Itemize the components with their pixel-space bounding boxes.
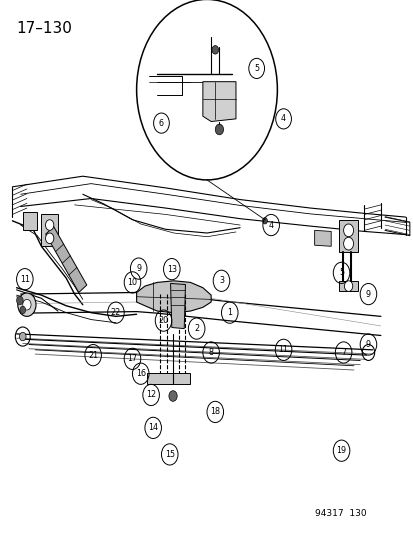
Polygon shape [314, 230, 330, 246]
Text: 13: 13 [166, 264, 176, 273]
FancyBboxPatch shape [147, 373, 190, 384]
Polygon shape [45, 227, 87, 293]
Text: 10: 10 [127, 278, 137, 287]
Circle shape [344, 281, 352, 292]
Text: 4: 4 [268, 221, 273, 230]
Text: 18: 18 [210, 407, 220, 416]
Circle shape [45, 233, 54, 244]
Circle shape [20, 306, 26, 314]
Polygon shape [23, 212, 37, 230]
Polygon shape [170, 284, 185, 328]
Text: 19: 19 [336, 446, 346, 455]
Text: 6: 6 [159, 119, 164, 127]
Text: 12: 12 [146, 391, 156, 399]
Circle shape [18, 293, 36, 317]
Text: 15: 15 [164, 450, 174, 459]
Text: 17–130: 17–130 [17, 21, 72, 36]
Text: 94317  130: 94317 130 [314, 509, 366, 518]
Polygon shape [202, 82, 235, 122]
Circle shape [262, 217, 267, 224]
Polygon shape [136, 281, 211, 313]
Text: 3: 3 [218, 276, 223, 285]
Text: 9: 9 [365, 289, 370, 298]
Circle shape [169, 391, 177, 401]
Polygon shape [41, 214, 58, 246]
Text: 5: 5 [254, 64, 259, 73]
Circle shape [23, 300, 31, 310]
Circle shape [215, 124, 223, 135]
Circle shape [45, 220, 54, 230]
Circle shape [211, 46, 218, 54]
Text: 5: 5 [338, 268, 343, 277]
Text: 16: 16 [135, 369, 145, 378]
Text: 9: 9 [365, 340, 370, 349]
Text: 22: 22 [111, 308, 121, 317]
Circle shape [19, 332, 26, 341]
Text: 11: 11 [20, 274, 30, 284]
Text: 17: 17 [127, 354, 137, 364]
Text: 4: 4 [280, 115, 285, 123]
Polygon shape [339, 220, 357, 252]
Text: 8: 8 [208, 348, 213, 357]
Text: 20: 20 [158, 316, 168, 325]
Polygon shape [339, 281, 357, 292]
Text: 1: 1 [227, 308, 232, 317]
Text: 2: 2 [194, 324, 199, 333]
Text: 14: 14 [148, 423, 158, 432]
Circle shape [17, 296, 23, 305]
Circle shape [343, 224, 353, 237]
Text: 11: 11 [278, 345, 288, 354]
Text: 21: 21 [88, 351, 98, 360]
Text: 7: 7 [340, 348, 345, 357]
Text: 9: 9 [136, 264, 141, 273]
Circle shape [343, 237, 353, 250]
